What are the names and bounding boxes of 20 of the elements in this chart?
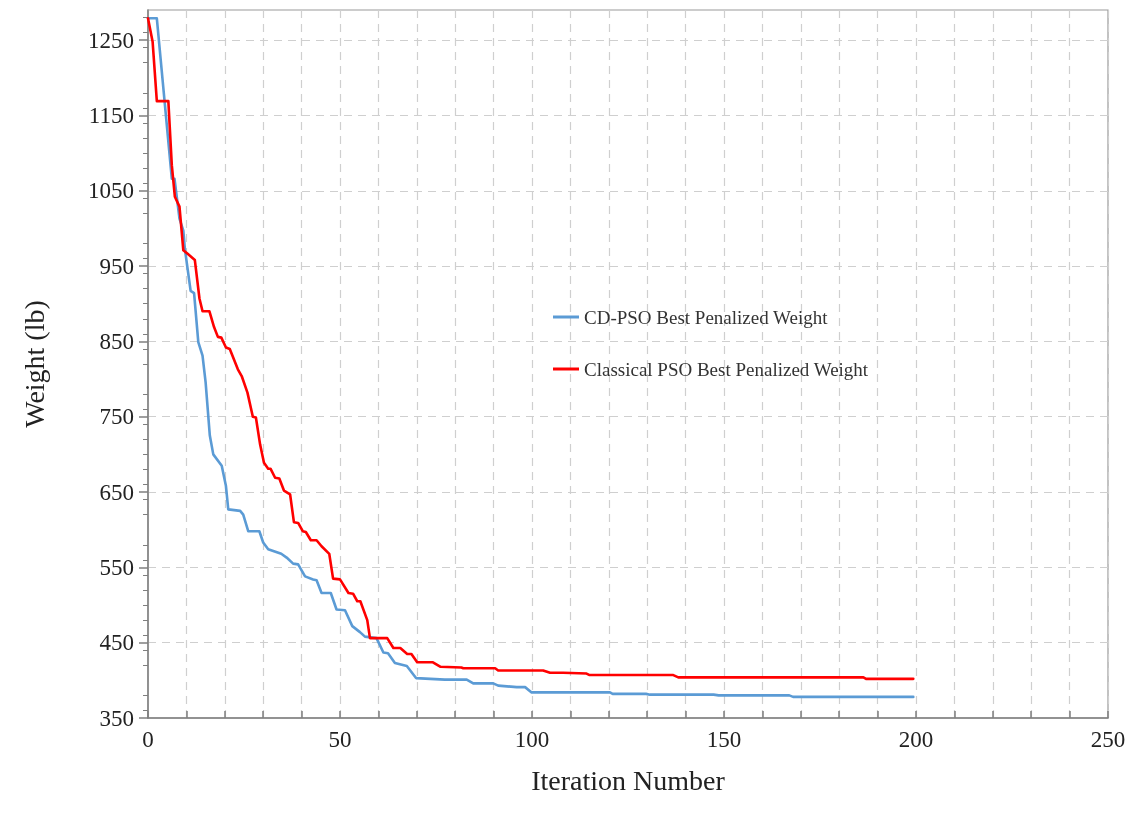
x-tick-label: 200 xyxy=(898,727,934,752)
y-tick-label: 750 xyxy=(99,404,134,430)
y-tick-label: 1050 xyxy=(88,178,134,204)
x-tick-label: 150 xyxy=(706,727,742,752)
y-tick-label: 950 xyxy=(99,253,134,279)
y-tick-label: 550 xyxy=(99,554,134,580)
y-tick-label: 350 xyxy=(99,705,134,731)
x-tick-label: 50 xyxy=(328,727,352,752)
y-tick-label: 450 xyxy=(99,630,134,656)
legend-label: CD-PSO Best Penalized Weight xyxy=(584,306,829,328)
x-axis-title: Iteration Number xyxy=(531,764,726,796)
x-tick-label: 250 xyxy=(1090,727,1126,752)
y-tick-label: 650 xyxy=(99,479,134,505)
x-tick-label: 0 xyxy=(142,727,154,752)
x-tick-label: 100 xyxy=(514,727,550,752)
y-tick-label: 1150 xyxy=(88,102,134,128)
y-tick-label: 850 xyxy=(99,328,134,354)
y-axis-title: Weight (lb) xyxy=(18,300,50,428)
legend-label: Classical PSO Best Penalized Weight xyxy=(584,358,869,380)
y-tick-label: 1250 xyxy=(88,27,134,53)
